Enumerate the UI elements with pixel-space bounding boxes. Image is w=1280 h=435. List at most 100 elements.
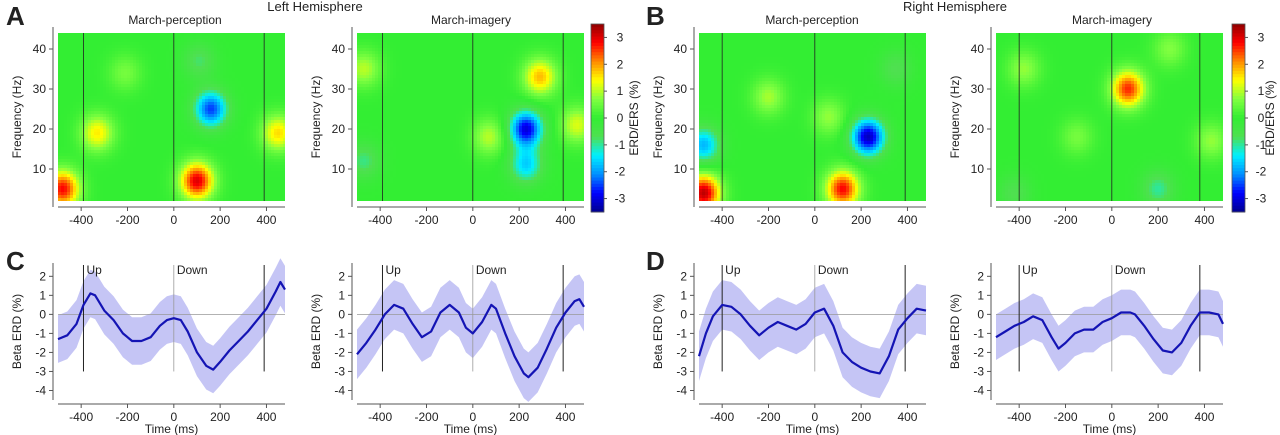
heatmap-cell — [480, 57, 484, 61]
heatmap-cell — [79, 36, 83, 40]
heatmap-cell — [253, 75, 257, 79]
heatmap-cell — [121, 51, 125, 55]
heatmap-cell — [265, 156, 269, 160]
heatmap-cell — [58, 51, 62, 55]
heatmap-cell — [271, 192, 275, 196]
heatmap-cell — [274, 66, 278, 70]
heatmap-cell — [133, 114, 137, 118]
heatmap-cell — [283, 102, 285, 106]
heatmap-cell — [148, 90, 152, 94]
heatmap-cell — [211, 105, 215, 109]
heatmap-cell — [220, 135, 224, 139]
panel-letter-a: A — [6, 1, 25, 31]
heatmap-cell — [79, 138, 83, 142]
heatmap-cell — [145, 150, 149, 154]
heatmap-cell — [166, 42, 170, 46]
heatmap-cell — [148, 144, 152, 148]
heatmap-cell — [73, 87, 77, 91]
heatmap-cell — [280, 66, 284, 70]
heatmap-cell — [145, 192, 149, 196]
heatmap-cell — [166, 102, 170, 106]
heatmap-cell — [181, 39, 185, 43]
heatmap-cell — [76, 183, 80, 187]
heatmap-cell — [64, 51, 68, 55]
heatmap-cell — [79, 108, 83, 112]
heatmap-cell — [196, 174, 200, 178]
heatmap-cell — [208, 129, 212, 133]
heatmap-cell — [94, 150, 98, 154]
heatmap-cell — [277, 57, 281, 61]
heatmap-cell — [79, 105, 83, 109]
heatmap-cell — [570, 36, 574, 40]
heatmap-cell — [151, 72, 155, 76]
heatmap-cell — [145, 72, 149, 76]
heatmap-cell — [100, 72, 104, 76]
heatmap-cell — [396, 51, 400, 55]
heatmap-cell — [58, 81, 62, 85]
heatmap-cell — [253, 150, 257, 154]
heatmap-cell — [184, 165, 188, 169]
heatmap-cell — [271, 72, 275, 76]
heatmap-cell — [498, 33, 502, 37]
heatmap-cell — [73, 102, 77, 106]
heatmap-cell — [271, 141, 275, 145]
heatmap-cell — [145, 117, 149, 121]
heatmap-cell — [196, 123, 200, 127]
heatmap-cell — [205, 180, 209, 184]
heatmap-cell — [157, 129, 161, 133]
heatmap-cell — [253, 165, 257, 169]
heatmap-cell — [61, 123, 65, 127]
heatmap-cell — [226, 99, 230, 103]
heatmap-cell — [426, 54, 430, 58]
heatmap-cell — [250, 60, 254, 64]
heatmap-cell — [103, 192, 107, 196]
heatmap-cell — [265, 69, 269, 73]
heatmap-cell — [94, 117, 98, 121]
heatmap-cell — [253, 198, 257, 201]
heatmap-cell — [106, 45, 110, 49]
heatmap-cell — [145, 123, 149, 127]
heatmap-cell — [169, 69, 173, 73]
heatmap-cell — [567, 42, 571, 46]
heatmap-cell — [73, 45, 77, 49]
heatmap-cell — [259, 63, 263, 67]
heatmap-cell — [220, 198, 224, 201]
heatmap-cell — [238, 81, 242, 85]
heatmap-cell — [130, 45, 134, 49]
heatmap-cell — [253, 36, 257, 40]
heatmap-cell — [250, 150, 254, 154]
heatmap-cell — [142, 72, 146, 76]
heatmap-cell — [154, 45, 158, 49]
heatmap-cell — [447, 54, 451, 58]
heatmap-cell — [414, 45, 418, 49]
heatmap-cell — [187, 153, 191, 157]
heatmap-cell — [181, 162, 185, 166]
heatmap-cell — [133, 162, 137, 166]
heatmap-cell — [85, 117, 89, 121]
heatmap-cell — [91, 147, 95, 151]
heatmap-cell — [97, 54, 101, 58]
heatmap-cell — [253, 126, 257, 130]
heatmap-cell — [465, 54, 469, 58]
heatmap-cell — [280, 93, 284, 97]
heatmap-cell — [133, 165, 137, 169]
heatmap-cell — [160, 114, 164, 118]
heatmap-cell — [193, 153, 197, 157]
heatmap-cell — [265, 72, 269, 76]
heatmap-cell — [253, 93, 257, 97]
heatmap-cell — [229, 156, 233, 160]
heatmap-cell — [163, 159, 167, 163]
heatmap-cell — [115, 36, 119, 40]
heatmap-cell — [64, 171, 68, 175]
heatmap-cell — [124, 126, 128, 130]
heatmap-cell — [450, 36, 454, 40]
heatmap-cell — [196, 153, 200, 157]
heatmap-cell — [178, 39, 182, 43]
heatmap-cell — [214, 156, 218, 160]
heatmap-cell — [148, 129, 152, 133]
heatmap-cell — [58, 192, 62, 196]
heatmap-cell — [256, 198, 260, 201]
heatmap-cell — [474, 36, 478, 40]
heatmap-cell — [277, 132, 281, 136]
heatmap-cell — [250, 156, 254, 160]
